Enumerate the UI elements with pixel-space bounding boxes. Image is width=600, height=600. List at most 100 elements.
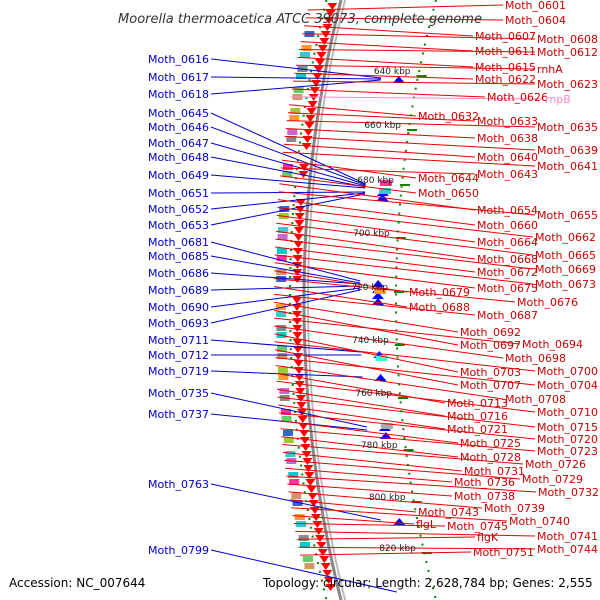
forward-gene-arrow [300, 444, 311, 451]
forward-gene-label[interactable]: Moth_0635 [537, 121, 598, 134]
reverse-gene-label[interactable]: Moth_0651 [148, 187, 209, 200]
forward-gene-label[interactable]: Moth_0708 [505, 393, 566, 406]
reverse-gene-label[interactable]: Moth_0645 [148, 107, 209, 120]
forward-gene-label[interactable]: Moth_0732 [538, 486, 599, 499]
forward-gene-label[interactable]: Moth_0640 [477, 151, 538, 164]
forward-gene-label[interactable]: Moth_0654 [477, 204, 538, 217]
forward-gene-label[interactable]: Moth_0641 [537, 160, 598, 173]
forward-gene-label[interactable]: Moth_0703 [460, 366, 521, 379]
forward-gene-label[interactable]: Moth_0655 [537, 209, 598, 222]
forward-gene-label[interactable]: Moth_0751 [473, 546, 534, 559]
forward-gene-label[interactable]: Moth_0736 [454, 476, 515, 489]
forward-gene-label[interactable]: Moth_0643 [477, 168, 538, 181]
forward-gene-label[interactable]: rnpB [545, 93, 571, 106]
reverse-gene-label[interactable]: Moth_0735 [148, 387, 209, 400]
reverse-gene-label[interactable]: Moth_0711 [148, 334, 209, 347]
reverse-gene-label[interactable]: Moth_0618 [148, 88, 209, 101]
forward-gene-label[interactable]: Moth_0720 [537, 433, 598, 446]
reverse-gene-label[interactable]: Moth_0693 [148, 317, 209, 330]
reverse-gene-label[interactable]: Moth_0719 [148, 365, 209, 378]
reverse-gene-label[interactable]: Moth_0653 [148, 219, 209, 232]
forward-gene-label[interactable]: Moth_0728 [460, 451, 521, 464]
forward-gene-label[interactable]: Moth_0604 [505, 14, 566, 27]
forward-gene-label[interactable]: Moth_0676 [517, 296, 578, 309]
forward-gene-label[interactable]: Moth_0669 [535, 263, 596, 276]
forward-gene-label[interactable]: Moth_0700 [537, 365, 598, 378]
forward-gene-label[interactable]: Moth_0723 [537, 445, 598, 458]
reverse-gene-label[interactable]: Moth_0647 [148, 137, 209, 150]
reverse-gene-label[interactable]: Moth_0648 [148, 151, 209, 164]
reverse-gene-label[interactable]: Moth_0712 [148, 349, 209, 362]
forward-gene-label[interactable]: Moth_0740 [509, 515, 570, 528]
forward-gene-label[interactable]: Moth_0632 [418, 110, 479, 123]
forward-gene-label[interactable]: Moth_0721 [447, 423, 508, 436]
forward-gene-label[interactable]: Moth_0731 [464, 465, 525, 478]
forward-gene-label[interactable]: flgK [477, 531, 499, 544]
cog-color-box [293, 87, 304, 93]
forward-gene-label[interactable]: Moth_0626 [487, 91, 548, 104]
forward-gene-label[interactable]: Moth_0672 [477, 266, 538, 279]
reverse-gene-label[interactable]: Moth_0646 [148, 121, 209, 134]
forward-gene-label[interactable]: flgL [416, 518, 437, 531]
forward-gene-label[interactable]: Moth_0715 [537, 421, 598, 434]
forward-gene-label[interactable]: Moth_0623 [537, 78, 598, 91]
forward-gene-label[interactable]: Moth_0725 [460, 437, 521, 450]
forward-gene-label[interactable]: Moth_0698 [505, 352, 566, 365]
reverse-gene-label[interactable]: Moth_0685 [148, 250, 209, 263]
forward-gene-label[interactable]: Moth_0704 [537, 379, 598, 392]
reverse-gene-label[interactable]: Moth_0690 [148, 301, 209, 314]
forward-gene-label[interactable]: Moth_0633 [477, 115, 538, 128]
reverse-gene-label[interactable]: Moth_0799 [148, 544, 209, 557]
forward-gene-label[interactable]: Moth_0692 [460, 326, 521, 339]
forward-gene-label[interactable]: Moth_0664 [477, 236, 538, 249]
forward-gene-label[interactable]: Moth_0601 [505, 0, 566, 12]
forward-gene-label[interactable]: Moth_0608 [537, 33, 598, 46]
forward-gene-label[interactable]: Moth_0694 [522, 338, 583, 351]
cog-color-box [300, 542, 310, 548]
forward-gene-label[interactable]: Moth_0607 [475, 30, 536, 43]
forward-gene-label[interactable]: Moth_0679 [409, 286, 470, 299]
forward-gene-label[interactable]: Moth_0744 [537, 543, 598, 556]
reverse-gene-label[interactable]: Moth_0737 [148, 408, 209, 421]
forward-gene-label[interactable]: Moth_0710 [537, 406, 598, 419]
forward-gene-label[interactable]: Moth_0745 [447, 520, 508, 533]
forward-gene-label[interactable]: Moth_0638 [477, 132, 538, 145]
forward-gene-label[interactable]: Moth_0675 [477, 282, 538, 295]
reverse-gene-label[interactable]: Moth_0763 [148, 478, 209, 491]
reverse-gene-label[interactable]: Moth_0649 [148, 169, 209, 182]
reverse-gene-label[interactable]: Moth_0681 [148, 236, 209, 249]
forward-gene-label[interactable]: Moth_0650 [418, 187, 479, 200]
forward-gene-arrow [303, 465, 314, 472]
forward-gene-label[interactable]: Moth_0726 [525, 458, 586, 471]
reverse-gene-label[interactable]: Moth_0616 [148, 53, 209, 66]
forward-gene-label[interactable]: Moth_0743 [418, 506, 479, 519]
forward-gene-label[interactable]: Moth_0741 [537, 530, 598, 543]
forward-gene-label[interactable]: Moth_0662 [535, 231, 596, 244]
forward-gene-label[interactable]: Moth_0688 [409, 301, 470, 314]
forward-gene-label[interactable]: Moth_0713 [447, 397, 508, 410]
forward-gene-label[interactable]: Moth_0622 [475, 73, 536, 86]
forward-gene-label[interactable]: Moth_0673 [535, 278, 596, 291]
forward-gene-label[interactable]: Moth_0611 [475, 45, 536, 58]
reverse-gene-label[interactable]: Moth_0686 [148, 267, 209, 280]
forward-gene-label[interactable]: Moth_0739 [484, 502, 545, 515]
reverse-gene-label[interactable]: Moth_0689 [148, 284, 209, 297]
forward-gene-label[interactable]: Moth_0660 [477, 219, 538, 232]
forward-gene-label[interactable]: Moth_0738 [454, 490, 515, 503]
forward-gene-label[interactable]: Moth_0615 [475, 61, 536, 74]
forward-gene-label[interactable]: rnhA [537, 63, 563, 76]
forward-gene-label[interactable]: Moth_0707 [460, 379, 521, 392]
forward-gene-label[interactable]: Moth_0668 [477, 253, 538, 266]
leader-line-layer [210, 4, 544, 593]
forward-gene-label[interactable]: Moth_0665 [535, 249, 596, 262]
forward-gene-label[interactable]: Moth_0612 [537, 46, 598, 59]
forward-gene-arrow [292, 339, 303, 346]
forward-gene-label[interactable]: Moth_0716 [447, 410, 508, 423]
forward-gene-label[interactable]: Moth_0639 [537, 144, 598, 157]
forward-gene-label[interactable]: Moth_0729 [522, 473, 583, 486]
reverse-gene-label[interactable]: Moth_0617 [148, 71, 209, 84]
forward-gene-label[interactable]: Moth_0687 [477, 309, 538, 322]
forward-gene-label[interactable]: Moth_0644 [418, 172, 479, 185]
forward-gene-label[interactable]: Moth_0697 [460, 339, 521, 352]
reverse-gene-label[interactable]: Moth_0652 [148, 203, 209, 216]
